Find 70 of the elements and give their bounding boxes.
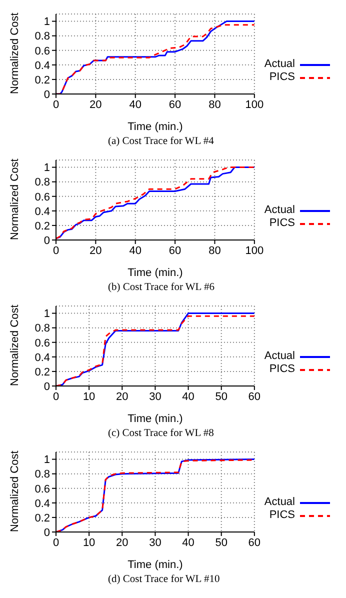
y-tick-label: 1 <box>44 16 50 28</box>
x-axis-title: Time (min.) <box>128 413 183 425</box>
y-tick-label: 0 <box>44 234 50 247</box>
x-tick-label: 80 <box>208 98 221 111</box>
y-tick-label: 0.4 <box>34 498 50 510</box>
x-axis-title: Time (min.) <box>128 559 183 571</box>
x-tick-label: 20 <box>90 244 102 257</box>
x-tick-label: 60 <box>248 390 261 403</box>
y-tick-label: 0.2 <box>34 74 50 86</box>
y-tick-label: 0.2 <box>34 220 50 232</box>
y-tick-label: 0.6 <box>34 45 50 58</box>
y-tick-label: 0 <box>44 526 50 539</box>
y-tick-label: 0.2 <box>34 366 50 378</box>
x-tick-label: 40 <box>182 536 194 549</box>
x-tick-label: 60 <box>168 98 182 111</box>
x-tick-label: 40 <box>129 98 142 111</box>
legend-label: Actual <box>264 204 295 217</box>
y-tick-label: 1 <box>44 162 50 174</box>
x-tick-label: 0 <box>52 98 60 111</box>
y-tick-label: 0.4 <box>34 352 50 364</box>
y-tick-label: 1 <box>44 454 50 466</box>
y-tick-label: 0.6 <box>34 483 50 496</box>
y-tick-label: 0.8 <box>34 176 50 189</box>
x-tick-label: 50 <box>215 536 228 549</box>
x-tick-label: 20 <box>90 98 102 111</box>
x-tick-label: 100 <box>245 244 264 257</box>
y-tick-label: 0.4 <box>34 60 50 72</box>
x-tick-label: 100 <box>245 98 264 111</box>
y-axis-title: Normalized Cost <box>8 12 21 94</box>
y-tick-label: 0.2 <box>34 512 50 524</box>
legend-label: PICS <box>269 71 295 84</box>
y-tick-label: 0 <box>44 380 50 393</box>
text: (a) Cost Trace for WL #4 <box>107 135 215 149</box>
x-tick-label: 40 <box>129 244 142 257</box>
legend-label: PICS <box>269 509 295 522</box>
text: (b) Cost Trace for WL #6 <box>107 281 216 295</box>
x-tick-label: 20 <box>116 536 128 549</box>
x-tick-label: 10 <box>82 536 96 549</box>
text: (d) Cost Trace for WL #10 <box>107 573 221 587</box>
y-tick-label: 0.8 <box>34 30 50 43</box>
x-tick-label: 30 <box>149 536 162 549</box>
x-tick-label: 0 <box>52 536 60 549</box>
legend-label: Actual <box>264 58 295 71</box>
y-tick-label: 0.8 <box>34 322 50 335</box>
x-tick-label: 0 <box>52 244 60 257</box>
y-tick-label: 0.6 <box>34 191 50 204</box>
legend-label: PICS <box>269 217 295 230</box>
y-tick-label: 0.8 <box>34 468 50 481</box>
x-tick-label: 40 <box>182 390 194 403</box>
x-tick-label: 10 <box>82 390 96 403</box>
x-tick-label: 30 <box>149 390 162 403</box>
text: (c) Cost Trace for WL #8 <box>107 427 215 441</box>
x-tick-label: 80 <box>208 244 221 257</box>
x-tick-label: 0 <box>52 390 60 403</box>
x-tick-label: 60 <box>168 244 182 257</box>
y-tick-label: 0 <box>44 88 50 101</box>
x-axis-title: Time (min.) <box>128 267 183 279</box>
x-tick-label: 20 <box>116 390 128 403</box>
legend-label: PICS <box>269 363 295 376</box>
x-tick-label: 60 <box>248 536 261 549</box>
x-axis-title: Time (min.) <box>128 121 183 133</box>
y-tick-label: 0.6 <box>34 337 50 350</box>
x-tick-label: 50 <box>215 390 228 403</box>
y-axis-title: Normalized Cost <box>8 158 21 240</box>
y-axis-title: Normalized Cost <box>8 450 21 532</box>
y-tick-label: 1 <box>44 308 50 320</box>
legend-label: Actual <box>264 350 295 363</box>
legend-label: Actual <box>264 496 295 509</box>
y-tick-label: 0.4 <box>34 206 50 218</box>
y-axis-title: Normalized Cost <box>8 304 21 386</box>
